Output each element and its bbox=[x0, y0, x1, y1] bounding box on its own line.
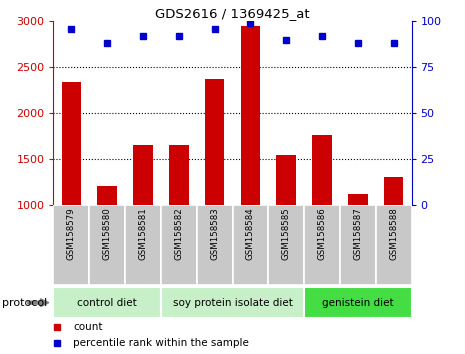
Text: count: count bbox=[73, 321, 103, 332]
Bar bbox=[376, 205, 412, 285]
Text: protocol: protocol bbox=[2, 298, 47, 308]
Text: GSM158584: GSM158584 bbox=[246, 208, 255, 261]
Bar bbox=[205, 79, 225, 205]
Bar bbox=[61, 82, 81, 205]
Bar bbox=[53, 287, 161, 318]
Bar bbox=[312, 135, 332, 205]
Text: genistein diet: genistein diet bbox=[322, 298, 394, 308]
Text: percentile rank within the sample: percentile rank within the sample bbox=[73, 338, 249, 348]
Bar bbox=[340, 205, 376, 285]
Text: GSM158583: GSM158583 bbox=[210, 208, 219, 261]
Text: soy protein isolate diet: soy protein isolate diet bbox=[173, 298, 292, 308]
Text: GSM158582: GSM158582 bbox=[174, 208, 183, 261]
Bar bbox=[89, 205, 125, 285]
Text: GSM158585: GSM158585 bbox=[282, 208, 291, 261]
Bar bbox=[304, 287, 412, 318]
Bar bbox=[304, 205, 340, 285]
Text: GSM158587: GSM158587 bbox=[353, 208, 362, 261]
Bar bbox=[53, 205, 89, 285]
Bar bbox=[197, 205, 232, 285]
Bar bbox=[125, 205, 161, 285]
Text: GSM158588: GSM158588 bbox=[389, 208, 398, 261]
Bar bbox=[97, 186, 117, 205]
Bar bbox=[161, 287, 304, 318]
Bar bbox=[161, 205, 197, 285]
Bar bbox=[348, 194, 368, 205]
Bar bbox=[169, 145, 189, 205]
Text: GSM158581: GSM158581 bbox=[139, 208, 147, 261]
Text: GSM158580: GSM158580 bbox=[103, 208, 112, 261]
Bar bbox=[384, 177, 404, 205]
Bar bbox=[240, 26, 260, 205]
Bar bbox=[232, 205, 268, 285]
Bar bbox=[276, 155, 296, 205]
Text: control diet: control diet bbox=[77, 298, 137, 308]
Text: GSM158579: GSM158579 bbox=[67, 208, 76, 260]
Bar bbox=[268, 205, 304, 285]
Title: GDS2616 / 1369425_at: GDS2616 / 1369425_at bbox=[155, 7, 310, 20]
Bar bbox=[133, 145, 153, 205]
Text: GSM158586: GSM158586 bbox=[318, 208, 326, 261]
